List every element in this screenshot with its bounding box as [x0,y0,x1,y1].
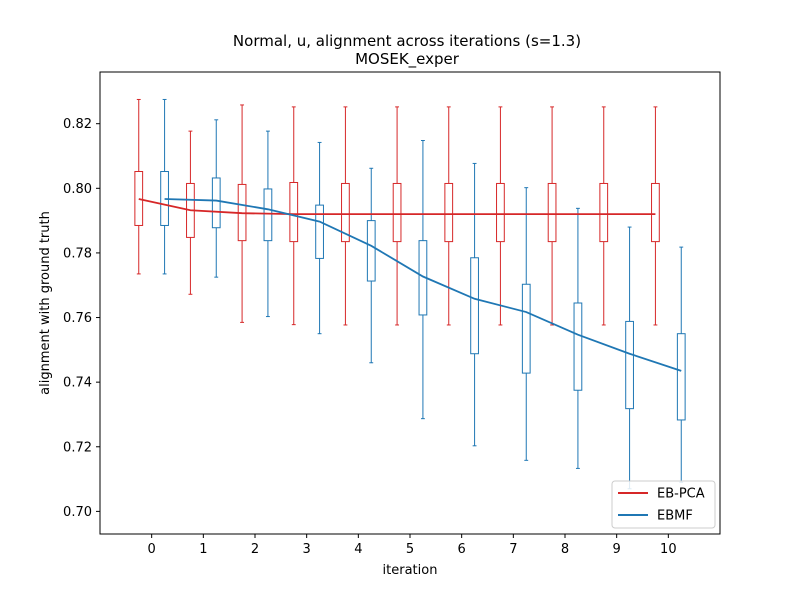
box-body [263,188,273,242]
x-tick-label: 5 [406,542,414,557]
box-ebmf [676,246,686,483]
box-body [444,182,454,243]
x-tick-label: 1 [199,542,207,557]
plot-contents [134,98,686,490]
box-eb-pca [599,106,609,326]
y-axis-ticks: 0.70 0.72 0.74 0.76 0.78 0.80 0.82 [63,117,100,520]
box-body [470,257,479,355]
legend: EB-PCA EBMF [611,480,716,529]
box-body [651,182,660,243]
box-body [341,182,350,243]
box-eb-pca [651,106,660,326]
box-ebmf [160,98,169,275]
box-ebmf [315,141,324,335]
box-ebmf [470,162,479,447]
box-body [315,204,324,259]
box-body [134,171,144,226]
box-body [289,181,299,243]
x-tick-label: 4 [354,542,362,557]
x-tick-label: 3 [303,542,311,557]
mean-line-ebmf [164,198,682,372]
y-tick-label: 0.78 [63,246,92,261]
box-body [366,220,376,282]
y-tick-label: 0.76 [63,311,92,326]
box-eb-pca [496,106,505,326]
y-tick-label: 0.74 [63,376,92,391]
x-tick-label: 7 [509,542,517,557]
chart-title: Normal, u, alignment across iterations (… [233,32,581,50]
box-ebmf [366,167,376,364]
legend-label-ebmf: EBMF [657,509,693,524]
y-tick-label: 0.80 [63,182,92,197]
box-body [211,177,221,229]
box-body [625,320,634,410]
box-eb-pca [341,106,350,326]
x-tick-label: 8 [561,542,569,557]
box-ebmf [263,130,273,318]
box-eb-pca [186,130,195,295]
box-body [573,302,583,391]
legend-label-eb-pca: EB-PCA [657,487,705,502]
box-eb-pca [547,106,557,326]
mean-line-eb-pca [138,198,656,216]
y-axis-label: alignment with ground truth [38,211,53,395]
x-tick-label: 10 [660,542,677,557]
plot-frame [99,71,721,535]
box-ebmf [211,119,221,278]
box-ebmf [625,226,634,490]
box-eb-pca [134,98,144,275]
box-eb-pca [392,106,402,326]
x-tick-label: 0 [148,542,156,557]
box-body [676,333,686,421]
box-ebmf [418,139,428,420]
chart-subtitle: MOSEK_exper [355,50,460,69]
box-ebmf [521,187,531,461]
box-body [599,182,609,243]
y-tick-label: 0.70 [63,505,92,520]
y-tick-label: 0.82 [63,117,92,132]
box-body [521,283,531,374]
box-ebmf [573,207,583,469]
box-body [496,182,505,243]
box-eb-pca [444,106,454,326]
box-body [547,182,557,243]
x-tick-label: 6 [458,542,466,557]
x-axis-ticks: 0 1 2 3 4 5 6 7 8 9 10 [148,534,677,557]
box-eb-pca [289,106,299,326]
box-body [392,182,402,243]
x-tick-label: 2 [251,542,259,557]
x-tick-label: 9 [613,542,621,557]
x-axis-label: iteration [383,563,438,578]
y-tick-label: 0.72 [63,440,92,455]
